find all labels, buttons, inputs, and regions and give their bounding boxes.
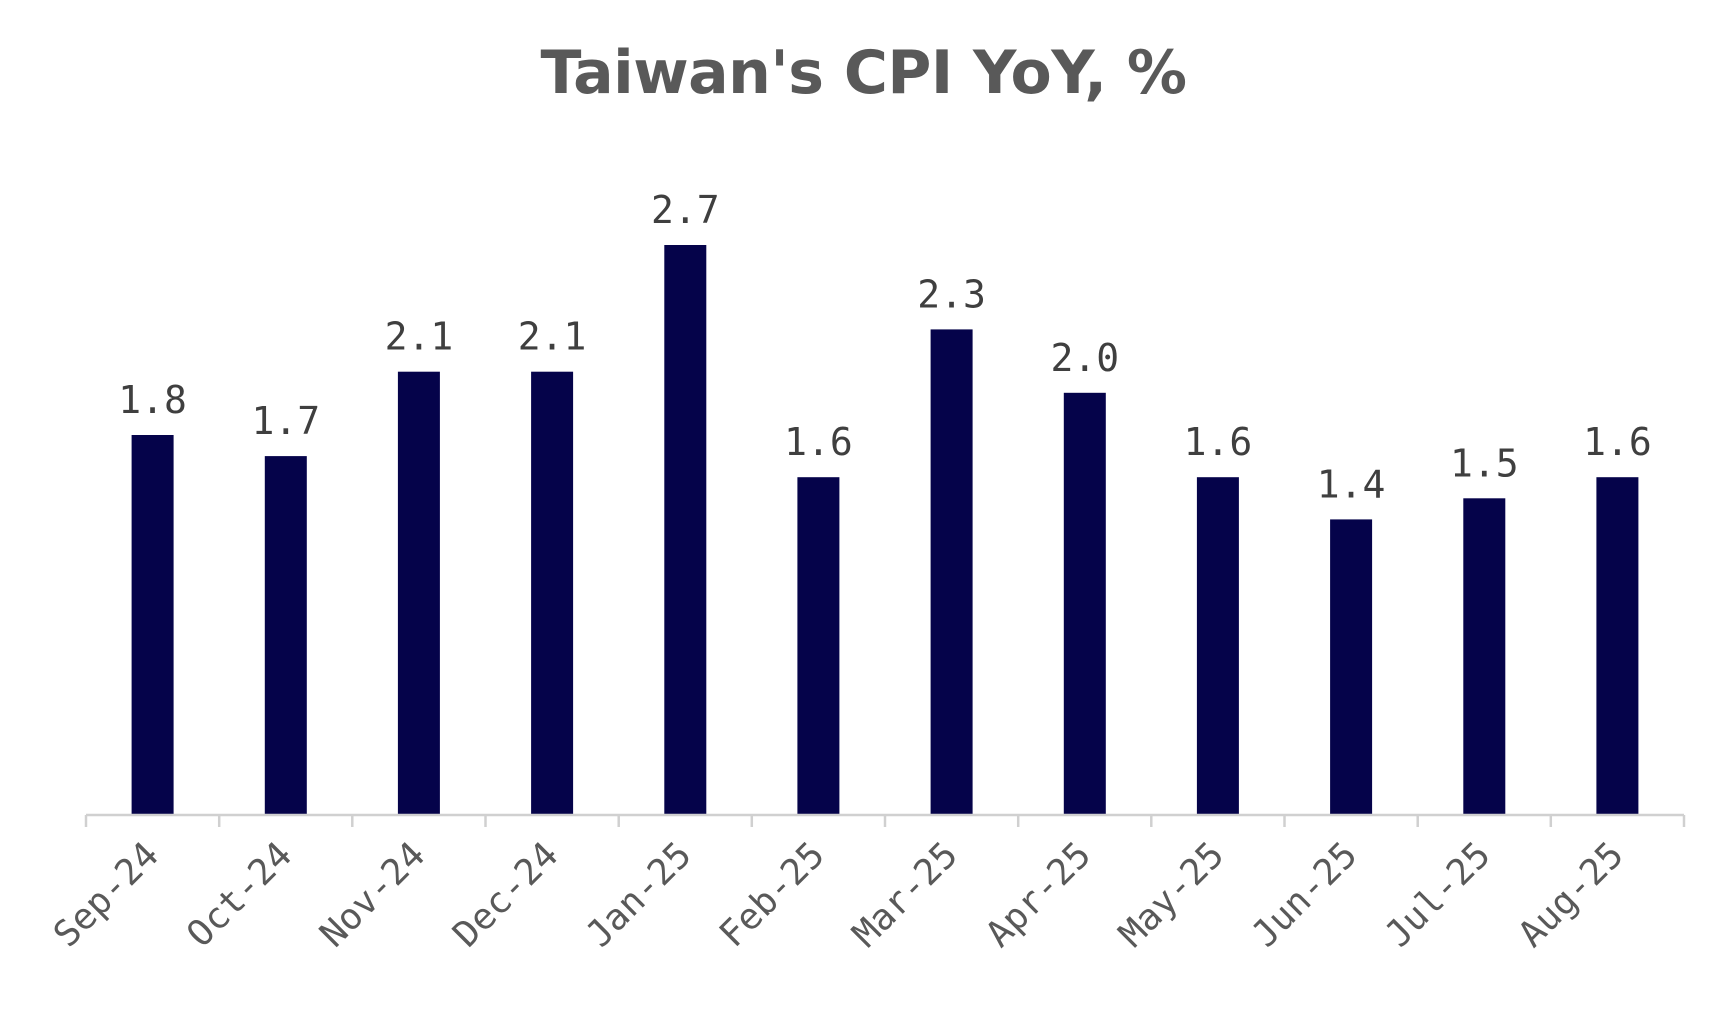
x-tick-label: Aug-25 — [1511, 834, 1632, 955]
x-tick-label: Dec-24 — [446, 834, 567, 955]
bar-jan-25 — [664, 245, 707, 815]
bar-sep-24 — [131, 435, 174, 815]
data-label: 2.3 — [917, 272, 986, 316]
bar-apr-25 — [1063, 392, 1106, 815]
bar-nov-24 — [397, 371, 440, 815]
data-label: 1.5 — [1450, 441, 1519, 485]
x-tick-label: Sep-24 — [46, 834, 167, 955]
bar-dec-24 — [531, 371, 574, 815]
data-label: 1.7 — [251, 399, 320, 443]
data-label: 1.6 — [1583, 420, 1652, 464]
data-label: 2.7 — [651, 188, 720, 232]
bar-aug-25 — [1596, 477, 1639, 815]
data-label: 1.8 — [118, 378, 187, 422]
x-tick-label: Jun-25 — [1245, 834, 1366, 955]
data-label: 2.1 — [385, 315, 454, 359]
x-tick-label: Nov-24 — [312, 834, 433, 955]
data-label: 2.0 — [1050, 336, 1119, 380]
bar-oct-24 — [264, 456, 307, 815]
x-tick-label: Jan-25 — [579, 834, 700, 955]
x-tick-label: Apr-25 — [978, 834, 1099, 955]
chart-title: Taiwan's CPI YoY, % — [540, 38, 1187, 108]
data-label: 2.1 — [518, 315, 587, 359]
bar-jun-25 — [1330, 519, 1373, 815]
data-label: 1.6 — [1184, 420, 1253, 464]
bar-may-25 — [1196, 477, 1239, 815]
bar-mar-25 — [930, 329, 973, 815]
x-tick-label: Jul-25 — [1378, 834, 1499, 955]
x-tick-label: Feb-25 — [712, 834, 833, 955]
data-label: 1.4 — [1317, 462, 1386, 506]
bar-feb-25 — [797, 477, 840, 815]
x-tick-label: Oct-24 — [179, 834, 300, 955]
x-tick-label: Mar-25 — [845, 834, 966, 955]
data-label: 1.6 — [784, 420, 853, 464]
bar-jul-25 — [1463, 498, 1506, 815]
x-tick-label: May-25 — [1111, 834, 1232, 955]
